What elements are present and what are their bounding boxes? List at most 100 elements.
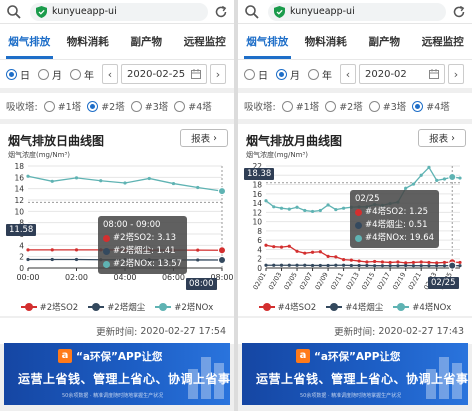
y-tick-label: 14 [14, 185, 24, 194]
tower-1-dot[interactable] [43, 100, 55, 112]
tower-2-radio[interactable]: #2塔 [87, 99, 125, 113]
legend-nox[interactable]: #2塔NOx [155, 301, 213, 313]
date-value: 2020-02-25 [127, 68, 186, 80]
shield-icon [36, 5, 47, 18]
date-picker[interactable]: 2020-02-25 [121, 64, 207, 84]
tower-3-radio[interactable]: #3塔 [130, 99, 168, 113]
tab-byproducts[interactable]: 副产物 [368, 36, 401, 48]
legend-dust-swatch [88, 303, 105, 311]
prev-date-button[interactable]: ‹ [102, 64, 118, 84]
tooltip-row-dust: #2塔烟尘: 1.41 [103, 245, 182, 258]
x-tick-label: 02/07 [298, 271, 314, 291]
url-text: kunyueapp-ui [52, 6, 117, 17]
y-tick-label: 8 [19, 219, 24, 228]
promo-banner[interactable]: a “a环保”APP让您 运营上省钱、管理上省心、协调上省事 50余项数据 · … [4, 343, 230, 405]
y-tick-label: 6 [257, 236, 262, 245]
reload-icon[interactable] [452, 5, 466, 19]
category-tabs: 烟气排放 物料消耗 副产物 远程监控 [238, 24, 472, 60]
tower-label: 吸收塔: [244, 102, 276, 113]
y-axis-title: 烟气浓度(mg/Nm³) [246, 150, 308, 159]
data-point [50, 257, 54, 262]
so2-dot-icon [103, 235, 110, 242]
data-point [287, 207, 291, 211]
data-point [357, 259, 361, 263]
tower-2-radio[interactable]: #2塔 [325, 99, 363, 113]
period-month-radio[interactable]: 月 [38, 67, 62, 82]
tower-2-dot[interactable] [87, 100, 99, 112]
legend-nox[interactable]: #4塔NOx [393, 301, 451, 313]
chart-tooltip: 08:00 - 09:00 #2塔SO2: 3.13 #2塔烟尘: 1.41 #… [98, 216, 188, 274]
legend-so2[interactable]: #2塔SO2 [20, 301, 78, 313]
data-point [326, 203, 330, 207]
data-point [318, 250, 322, 254]
legend-dust-label: #4塔烟尘 [345, 303, 384, 313]
tower-1-radio[interactable]: #1塔 [281, 99, 319, 113]
radio-day-dot[interactable] [6, 68, 17, 80]
tower-4-radio[interactable]: #4塔 [174, 99, 212, 113]
tab-emissions[interactable]: 烟气排放 [238, 24, 297, 59]
reload-icon[interactable] [214, 5, 228, 19]
tower-4-dot[interactable] [412, 100, 424, 112]
period-year-radio[interactable]: 年 [70, 67, 94, 82]
radio-month-dot[interactable] [38, 68, 49, 80]
tower-3-dot[interactable] [130, 100, 142, 112]
legend-so2-swatch [258, 303, 275, 311]
banner-slogan: 运营上省钱、管理上省心、协调上省事 [18, 372, 230, 386]
legend-so2-label: #4塔SO2 [277, 303, 317, 313]
tab-emissions[interactable]: 烟气排放 [0, 24, 59, 59]
data-point [218, 256, 226, 265]
radio-year-dot[interactable] [308, 68, 319, 80]
y-axis-title: 烟气浓度(mg/Nm³) [8, 150, 70, 159]
data-point [388, 264, 392, 268]
tower-2-label: #2塔 [101, 102, 125, 113]
search-icon[interactable] [244, 4, 260, 20]
period-day-radio[interactable]: 日 [6, 67, 30, 82]
data-point [147, 176, 151, 181]
data-point [427, 260, 431, 265]
tab-byproducts[interactable]: 副产物 [130, 36, 163, 48]
tab-materials[interactable]: 物料消耗 [66, 36, 109, 48]
data-point [404, 186, 408, 190]
legend-so2[interactable]: #4塔SO2 [258, 301, 317, 313]
promo-banner[interactable]: a “a环保”APP让您 运营上省钱、管理上省心、协调上省事 50余项数据 · … [242, 343, 468, 405]
period-year-radio[interactable]: 年 [308, 67, 332, 82]
tower-3-dot[interactable] [368, 100, 380, 112]
tab-remote-monitor[interactable]: 远程监控 [183, 36, 226, 48]
search-icon[interactable] [6, 4, 22, 20]
tower-3-radio[interactable]: #3塔 [368, 99, 406, 113]
tab-materials[interactable]: 物料消耗 [304, 36, 347, 48]
data-point [419, 260, 423, 264]
radio-month-dot[interactable] [276, 68, 287, 80]
report-button[interactable]: 报表 › [418, 129, 466, 147]
radio-day-dot[interactable] [244, 68, 255, 80]
tower-4-radio[interactable]: #4塔 [412, 99, 450, 113]
data-point [427, 165, 431, 169]
period-month-radio[interactable]: 月 [276, 67, 300, 82]
radio-year-dot[interactable] [70, 68, 81, 80]
data-point [196, 248, 200, 252]
tower-2-dot[interactable] [325, 100, 337, 112]
period-year-label: 年 [322, 70, 332, 82]
report-button[interactable]: 报表 › [180, 129, 228, 147]
next-date-button[interactable]: › [210, 64, 226, 84]
data-point [123, 181, 127, 185]
tower-1-radio[interactable]: #1塔 [43, 99, 81, 113]
tower-1-dot[interactable] [281, 100, 293, 112]
tower-4-dot[interactable] [174, 100, 186, 112]
data-point [349, 263, 353, 268]
period-day-radio[interactable]: 日 [244, 67, 268, 82]
url-field[interactable]: kunyueapp-ui [268, 2, 446, 21]
y-tick-label: 18 [252, 181, 262, 190]
data-point [342, 206, 346, 210]
url-field[interactable]: kunyueapp-ui [30, 2, 208, 21]
prev-date-button[interactable]: ‹ [340, 64, 356, 84]
legend-dust[interactable]: #2塔烟尘 [88, 301, 145, 313]
next-date-button[interactable]: › [448, 64, 464, 84]
tab-remote-monitor[interactable]: 远程监控 [421, 36, 464, 48]
data-point [287, 244, 291, 248]
date-picker[interactable]: 2020-02 [359, 64, 445, 84]
crosshair-y-badge: 11.58 [6, 224, 37, 236]
chart-legend: #2塔SO2 #2塔烟尘 #2塔NOx [0, 301, 234, 313]
legend-dust[interactable]: #4塔烟尘 [326, 301, 383, 313]
tooltip-row-so2: #2塔SO2: 3.13 [103, 232, 182, 245]
